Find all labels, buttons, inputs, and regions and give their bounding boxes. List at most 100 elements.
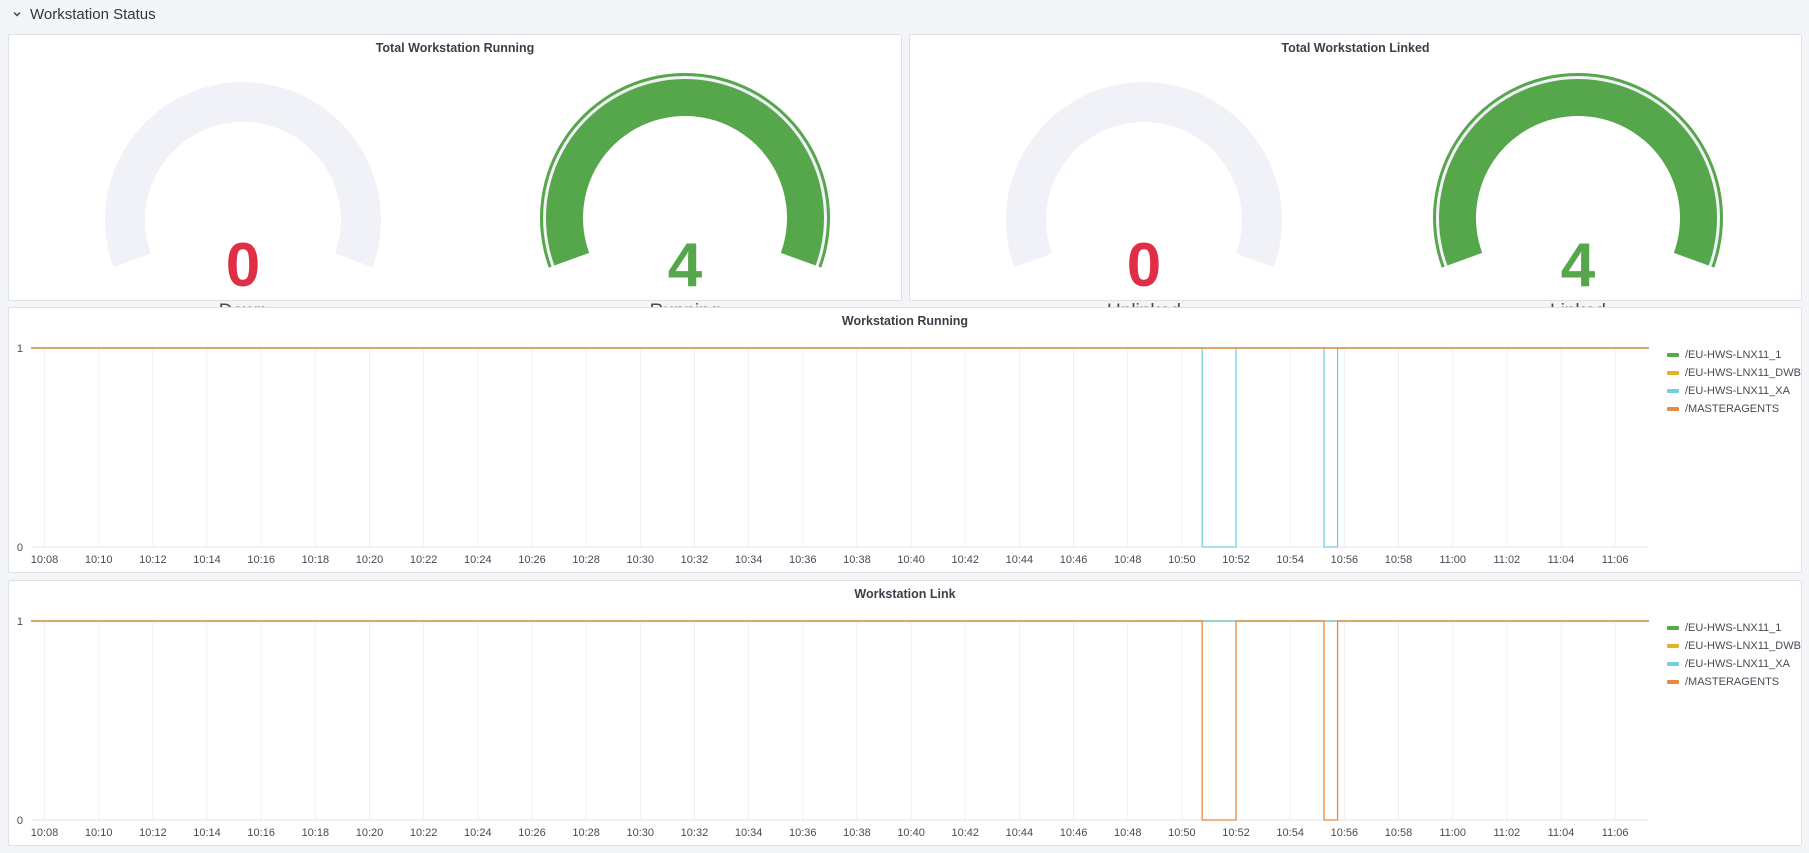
legend-swatch xyxy=(1667,407,1679,411)
x-tick-label: 10:32 xyxy=(681,827,709,839)
gauge-linked: 4 Linked xyxy=(1433,71,1723,322)
gauge-value: 0 xyxy=(225,231,261,300)
gauge-fill xyxy=(546,79,824,266)
x-tick-label: 11:02 xyxy=(1493,827,1520,839)
legend-label: /MASTERAGENTS xyxy=(1685,676,1780,688)
legend-swatch xyxy=(1667,662,1679,666)
legend-item[interactable]: /MASTERAGENTS xyxy=(1667,673,1801,691)
x-tick-label: 10:50 xyxy=(1168,827,1196,839)
x-tick-label: 10:20 xyxy=(356,827,384,839)
legend-item[interactable]: /EU-HWS-LNX11_1 xyxy=(1667,619,1801,637)
x-tick-label: 10:40 xyxy=(897,827,925,839)
chart-svg: 10:08 10:10 10:12 10:14 10:16 10:18 10:20 10:22… xyxy=(17,343,1649,566)
x-tick-label: 10:16 xyxy=(247,827,275,839)
x-tick-label: 10:30 xyxy=(627,827,655,839)
legend-label: /MASTERAGENTS xyxy=(1685,403,1780,415)
legend-swatch xyxy=(1667,353,1679,357)
gauge-track xyxy=(104,81,381,268)
x-tick-label: 11:06 xyxy=(1602,827,1629,839)
legend-swatch xyxy=(1667,680,1679,684)
legend-label: /EU-HWS-LNX11_DWB xyxy=(1685,640,1801,652)
gauge-fill xyxy=(1439,79,1717,266)
x-tick-label: 10:46 xyxy=(1060,827,1088,839)
x-tick-label: 10:42 xyxy=(951,554,979,566)
x-tick-label: 10:26 xyxy=(518,827,546,839)
x-tick-label: 10:10 xyxy=(85,554,113,566)
gauge-down: 0 Down xyxy=(104,80,381,322)
gauge-value: 4 xyxy=(667,231,703,300)
x-tick-label: 11:00 xyxy=(1439,827,1466,839)
panel-title[interactable]: Total Workstation Running xyxy=(375,41,535,55)
chart-svg: 10:08 10:10 10:12 10:14 10:16 10:18 10:20 10:22… xyxy=(17,616,1649,839)
gauge-value: 4 xyxy=(1560,231,1596,300)
x-tick-label: 10:22 xyxy=(410,827,438,839)
legend-item[interactable]: /EU-HWS-LNX11_XA xyxy=(1667,382,1801,400)
x-tick-label: 10:56 xyxy=(1331,827,1359,839)
row-header[interactable]: Workstation Status xyxy=(0,0,1809,28)
legend-item[interactable]: /EU-HWS-LNX11_DWB xyxy=(1667,637,1801,655)
legend-item[interactable]: /MASTERAGENTS xyxy=(1667,400,1801,418)
y-tick-label: 1 xyxy=(17,616,23,628)
x-tick-label: 10:12 xyxy=(139,827,167,839)
x-tick-label: 10:26 xyxy=(518,554,546,566)
legend-item[interactable]: /EU-HWS-LNX11_1 xyxy=(1667,346,1801,364)
x-tick-label: 10:14 xyxy=(193,554,221,566)
gauge-arc xyxy=(1433,72,1723,268)
legend-item[interactable]: /EU-HWS-LNX11_XA xyxy=(1667,655,1801,673)
panel-workstation-running: 10:08 10:10 10:12 10:14 10:16 10:18 10:20 10:22… xyxy=(8,307,1802,573)
x-tick-label: 10:42 xyxy=(951,827,979,839)
x-tick-label: 10:50 xyxy=(1168,554,1196,566)
x-tick-label: 10:08 xyxy=(31,554,59,566)
x-tick-label: 11:00 xyxy=(1439,554,1466,566)
x-tick-label: 10:46 xyxy=(1060,554,1088,566)
x-tick-label: 10:52 xyxy=(1222,554,1250,566)
y-tick-label: 0 xyxy=(17,542,23,554)
gauge-running: 4 Running xyxy=(540,71,830,322)
x-tick-label: 10:44 xyxy=(1006,554,1034,566)
x-tick-label: 10:22 xyxy=(410,554,438,566)
panel-total-running: Total Workstation Running 0 Down 4 Runni… xyxy=(8,34,902,322)
x-tick-label: 10:18 xyxy=(302,827,330,839)
panel-title[interactable]: Workstation Running xyxy=(841,314,969,328)
panel-workstation-link: 10:08 10:10 10:12 10:14 10:16 10:18 10:20 10:22… xyxy=(8,580,1802,846)
x-tick-label: 11:06 xyxy=(1602,554,1629,566)
legend-item[interactable]: /EU-HWS-LNX11_DWB xyxy=(1667,364,1801,382)
panel-title[interactable]: Workstation Link xyxy=(854,587,956,601)
x-tick-label: 11:04 xyxy=(1548,827,1575,839)
chart-legend: /EU-HWS-LNX11_1/EU-HWS-LNX11_DWB/EU-HWS-… xyxy=(1667,619,1801,691)
gauge-arc xyxy=(540,72,830,268)
gauge-track xyxy=(1006,81,1282,268)
x-tick-label: 10:34 xyxy=(735,554,763,566)
series-line xyxy=(31,347,1649,548)
y-tick-label: 0 xyxy=(17,815,23,827)
x-tick-label: 10:36 xyxy=(789,827,817,839)
x-tick-label: 10:54 xyxy=(1276,827,1304,839)
x-tick-label: 10:30 xyxy=(627,554,655,566)
x-tick-label: 10:28 xyxy=(572,827,600,839)
x-tick-label: 10:16 xyxy=(247,554,275,566)
gauge-unlinked: 0 Unlinked xyxy=(1006,80,1282,322)
x-tick-label: 10:58 xyxy=(1385,827,1413,839)
panel-title[interactable]: Total Workstation Linked xyxy=(1281,41,1430,55)
legend-label: /EU-HWS-LNX11_1 xyxy=(1685,349,1782,361)
x-tick-label: 10:34 xyxy=(735,827,763,839)
legend-label: /EU-HWS-LNX11_XA xyxy=(1685,385,1790,397)
x-tick-label: 10:18 xyxy=(302,554,330,566)
x-tick-label: 10:38 xyxy=(843,827,871,839)
x-tick-label: 10:44 xyxy=(1006,827,1034,839)
legend-label: /EU-HWS-LNX11_XA xyxy=(1685,658,1790,670)
chevron-down-icon[interactable] xyxy=(10,7,24,21)
x-tick-label: 10:32 xyxy=(681,554,709,566)
row-title: Workstation Status xyxy=(30,5,156,23)
y-tick-label: 1 xyxy=(17,343,23,355)
legend-swatch xyxy=(1667,626,1679,630)
chart-legend: /EU-HWS-LNX11_1/EU-HWS-LNX11_DWB/EU-HWS-… xyxy=(1667,346,1801,418)
legend-label: /EU-HWS-LNX11_DWB xyxy=(1685,367,1801,379)
legend-label: /EU-HWS-LNX11_1 xyxy=(1685,622,1782,634)
x-tick-label: 10:24 xyxy=(464,554,492,566)
x-tick-label: 10:58 xyxy=(1385,554,1413,566)
x-tick-label: 10:24 xyxy=(464,827,492,839)
x-tick-label: 10:52 xyxy=(1222,827,1250,839)
legend-swatch xyxy=(1667,389,1679,393)
x-tick-label: 11:02 xyxy=(1493,554,1520,566)
